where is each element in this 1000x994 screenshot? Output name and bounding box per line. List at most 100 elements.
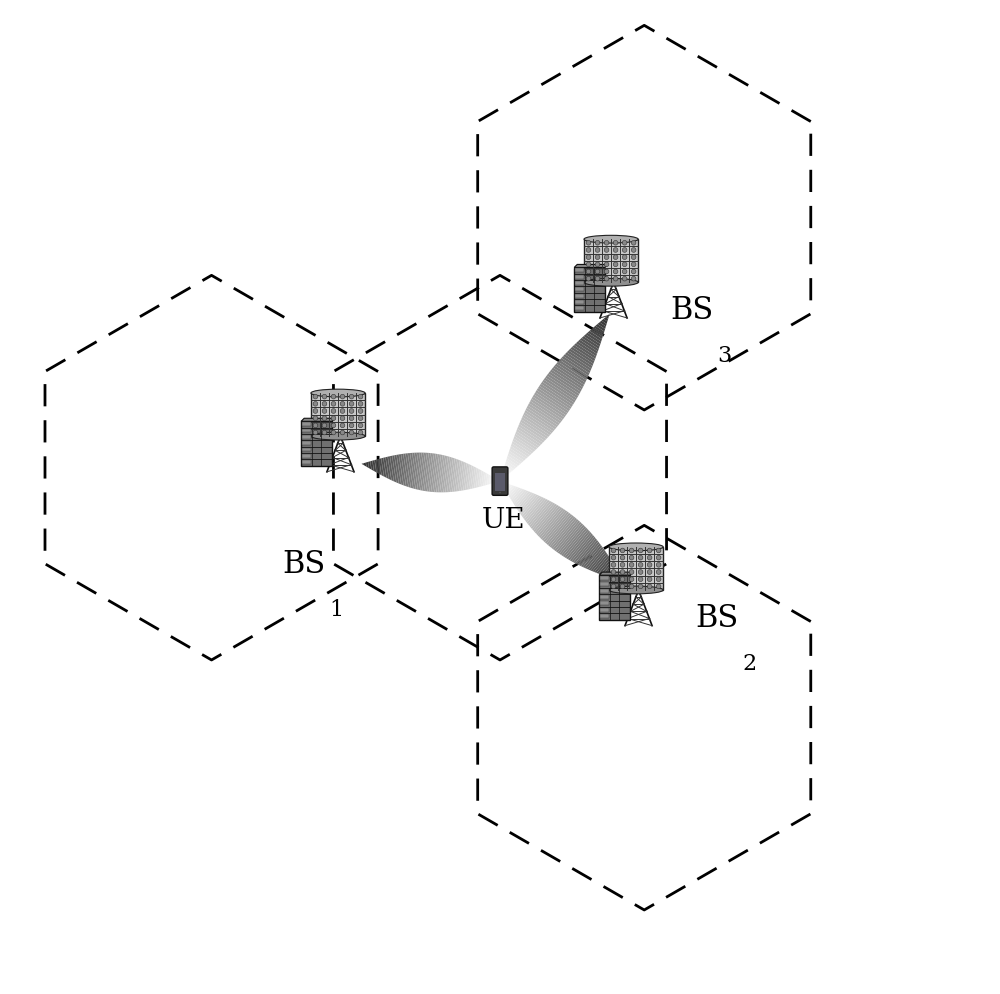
Polygon shape (524, 411, 555, 431)
Circle shape (656, 556, 661, 561)
Polygon shape (493, 478, 495, 484)
Polygon shape (519, 422, 546, 441)
Circle shape (604, 262, 609, 267)
Polygon shape (591, 328, 604, 337)
Circle shape (604, 255, 609, 260)
Polygon shape (445, 457, 451, 493)
Bar (584, 240, 638, 283)
Polygon shape (527, 499, 548, 525)
Polygon shape (508, 451, 524, 463)
Polygon shape (561, 357, 589, 376)
Polygon shape (586, 333, 601, 345)
Circle shape (595, 255, 600, 260)
Polygon shape (577, 541, 598, 566)
Polygon shape (365, 463, 367, 467)
Polygon shape (398, 454, 404, 484)
Ellipse shape (609, 586, 663, 594)
Circle shape (349, 402, 354, 407)
Polygon shape (397, 454, 402, 484)
Bar (302, 442, 311, 445)
Polygon shape (400, 454, 406, 485)
Circle shape (331, 416, 336, 421)
Polygon shape (491, 477, 493, 484)
Circle shape (611, 563, 616, 568)
Polygon shape (568, 533, 592, 561)
Polygon shape (442, 456, 448, 493)
Circle shape (595, 242, 600, 246)
Circle shape (358, 402, 363, 407)
Ellipse shape (311, 432, 365, 440)
Polygon shape (518, 424, 545, 443)
Polygon shape (574, 344, 596, 360)
Circle shape (586, 262, 591, 267)
Polygon shape (548, 372, 581, 395)
Circle shape (499, 492, 501, 494)
Circle shape (604, 248, 609, 253)
Polygon shape (482, 472, 485, 487)
Circle shape (331, 430, 336, 435)
Polygon shape (569, 349, 593, 367)
Circle shape (595, 248, 600, 253)
Polygon shape (433, 454, 439, 493)
Polygon shape (583, 546, 602, 569)
Polygon shape (474, 468, 478, 489)
Polygon shape (375, 459, 378, 473)
Circle shape (331, 395, 336, 400)
Polygon shape (548, 516, 574, 547)
Polygon shape (550, 370, 582, 393)
Circle shape (349, 410, 354, 414)
Polygon shape (485, 474, 488, 486)
Circle shape (340, 395, 345, 400)
Polygon shape (428, 454, 434, 492)
Polygon shape (408, 453, 415, 488)
Ellipse shape (311, 390, 365, 398)
Circle shape (647, 584, 652, 589)
Polygon shape (483, 473, 487, 486)
Polygon shape (395, 455, 400, 483)
Bar (600, 577, 609, 580)
Polygon shape (558, 361, 587, 381)
Polygon shape (585, 547, 603, 570)
Polygon shape (523, 497, 542, 520)
Bar (599, 576, 630, 620)
Polygon shape (403, 453, 409, 486)
Circle shape (611, 556, 616, 561)
Polygon shape (621, 580, 624, 582)
Polygon shape (606, 316, 609, 319)
Polygon shape (593, 326, 604, 335)
Polygon shape (602, 563, 614, 577)
Polygon shape (511, 489, 523, 502)
Bar (575, 288, 584, 292)
Ellipse shape (584, 237, 638, 244)
Polygon shape (517, 493, 533, 511)
Polygon shape (436, 455, 443, 493)
Circle shape (622, 248, 627, 253)
Polygon shape (410, 453, 416, 489)
Bar (574, 268, 605, 312)
Circle shape (358, 395, 363, 400)
Polygon shape (550, 517, 575, 548)
Polygon shape (542, 511, 567, 542)
Bar (600, 608, 609, 612)
Circle shape (631, 270, 636, 274)
Polygon shape (522, 415, 552, 435)
Polygon shape (383, 457, 387, 477)
Circle shape (656, 571, 661, 575)
Text: UE: UE (482, 507, 526, 534)
Circle shape (349, 430, 354, 435)
Bar (609, 548, 663, 590)
Circle shape (622, 262, 627, 267)
Circle shape (613, 248, 618, 253)
Polygon shape (494, 479, 497, 483)
Bar (600, 595, 609, 599)
Circle shape (647, 571, 652, 575)
Circle shape (313, 423, 318, 428)
Polygon shape (385, 457, 389, 478)
Polygon shape (556, 522, 582, 553)
Polygon shape (570, 348, 594, 365)
Polygon shape (514, 436, 536, 452)
Polygon shape (529, 501, 552, 528)
Polygon shape (570, 534, 593, 562)
Polygon shape (508, 486, 516, 497)
Circle shape (647, 549, 652, 554)
